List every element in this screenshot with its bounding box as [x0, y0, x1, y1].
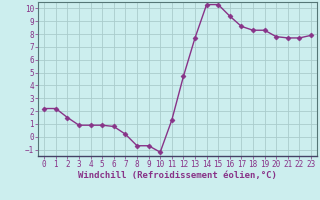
X-axis label: Windchill (Refroidissement éolien,°C): Windchill (Refroidissement éolien,°C) — [78, 171, 277, 180]
